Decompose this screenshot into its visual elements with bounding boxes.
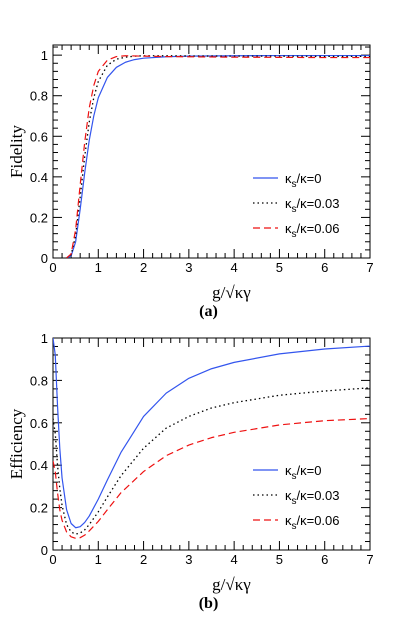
y-tick-label: 0.8 [30, 89, 48, 104]
y-axis-title: Fidelity [7, 125, 26, 178]
legend-label-rest: /κ=0.06 [297, 513, 340, 528]
panel-caption: (b) [199, 595, 219, 612]
x-axis-title: g/√κγ [212, 575, 251, 594]
series-line-3 [53, 417, 370, 539]
legend-label-main: κ [285, 221, 292, 236]
y-tick-label: 0.6 [30, 416, 48, 431]
x-tick-label: 1 [95, 552, 102, 567]
legend-label-sub: s [292, 179, 297, 190]
legend-label-3: κs/κ=0.06 [285, 513, 340, 532]
x-tick-label: 7 [366, 552, 373, 567]
x-axis-title: g/√κγ [212, 283, 251, 302]
y-tick-label: 0.4 [30, 458, 48, 473]
legend-label-main: κ [285, 463, 292, 478]
y-tick-label: 1 [41, 48, 48, 63]
panel-caption: (a) [199, 303, 218, 320]
legend-label-main: κ [285, 513, 292, 528]
y-tick-label: 0.8 [30, 373, 48, 388]
panel-b: 0 1 2 3 4 5 6 7 0 0.2 0.4 0.6 0.8 1 Efficiency g/√κγ(b)… [7, 331, 374, 612]
y-tick-label: 0 [41, 251, 48, 266]
x-tick-label: 3 [185, 552, 192, 567]
legend-label-sub: s [292, 521, 297, 532]
series-line-1 [53, 338, 370, 529]
x-tick-label: 5 [276, 552, 283, 567]
series-line-2 [66, 55, 370, 258]
legend-label-rest: /κ=0 [297, 463, 322, 478]
panel-a: 0 1 2 3 4 5 6 700.20.40.60.81Fidelityg/√κγ(a)κs… [7, 44, 374, 320]
x-tick-label: 0 [49, 260, 56, 275]
x-tick-label: 0 [49, 552, 56, 567]
y-tick-label: 0 [41, 543, 48, 558]
legend-label-main: κ [285, 488, 292, 503]
legend-label-rest: /κ=0.06 [297, 221, 340, 236]
x-tick-label: 4 [231, 260, 238, 275]
legend-label-sub: s [292, 496, 297, 507]
x-tick-label: 4 [231, 552, 238, 567]
x-tick-label: 3 [185, 260, 192, 275]
y-tick-label: 0.2 [30, 210, 48, 225]
legend-label-sub: s [292, 229, 297, 240]
legend-label-rest: /κ=0 [297, 171, 322, 186]
x-tick-label: 5 [276, 260, 283, 275]
x-tick-label: 6 [321, 552, 328, 567]
legend-label-sub: s [292, 204, 297, 215]
x-tick-label: 7 [366, 260, 373, 275]
y-tick-label: 0.4 [30, 170, 48, 185]
y-tick-label: 0.6 [30, 129, 48, 144]
x-tick-label: 2 [140, 260, 147, 275]
x-tick-label: 6 [321, 260, 328, 275]
plot-frame [52, 44, 371, 259]
legend-label-rest: /κ=0.03 [297, 488, 340, 503]
legend-label-rest: /κ=0.03 [297, 196, 340, 211]
legend-label-2: κs/κ=0.03 [285, 488, 340, 507]
plot-frame [52, 337, 371, 551]
x-tick-label: 2 [140, 552, 147, 567]
y-tick-label: 1 [41, 331, 48, 346]
legend-label-sub: s [292, 471, 297, 482]
legend-label-1: κs/κ=0 [285, 463, 321, 482]
y-axis-title: Efficiency [7, 408, 26, 479]
legend-label-2: κs/κ=0.03 [285, 196, 340, 215]
x-tick-label: 1 [95, 260, 102, 275]
legend-label-main: κ [285, 196, 292, 211]
legend-label-1: κs/κ=0 [285, 171, 321, 190]
legend-label-3: κs/κ=0.06 [285, 221, 340, 240]
y-tick-label: 0.2 [30, 501, 48, 516]
legend-label-main: κ [285, 171, 292, 186]
series-line-3 [66, 55, 370, 258]
